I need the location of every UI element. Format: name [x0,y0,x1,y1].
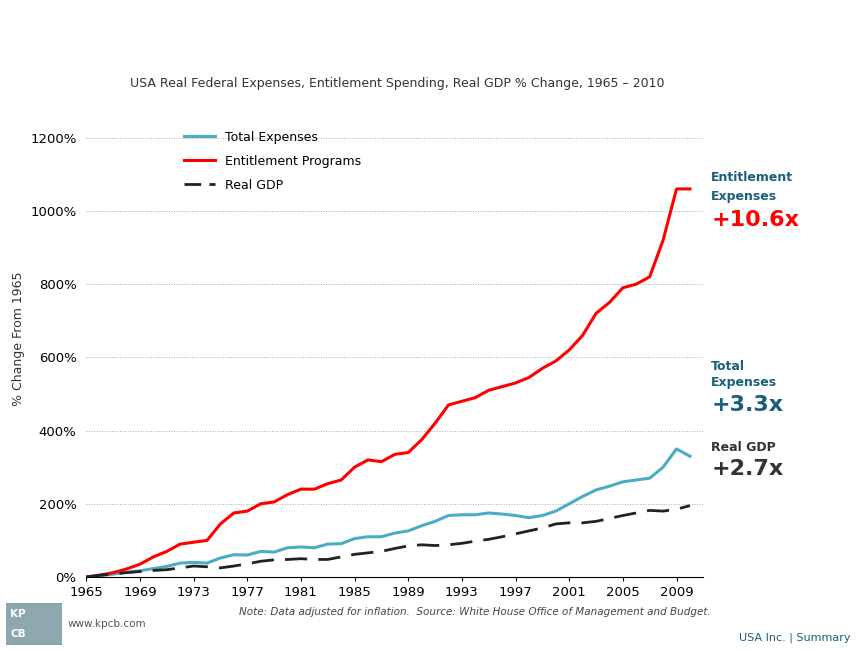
Text: +2.7x: +2.7x [711,459,784,479]
Text: www.kpcb.com: www.kpcb.com [67,619,146,629]
FancyBboxPatch shape [6,603,62,645]
Text: Expenses: Expenses [711,376,778,389]
Text: Entitlement: Entitlement [711,171,793,185]
Text: 11x: 11x [432,16,477,37]
Text: Entitlement Spending Increased: Entitlement Spending Increased [67,16,432,37]
Y-axis label: % Change From 1965: % Change From 1965 [11,272,25,406]
Text: While Real GDP Grew: While Real GDP Grew [187,58,432,78]
Text: CB: CB [10,629,26,639]
Text: 3x: 3x [432,58,461,78]
Text: Total: Total [711,360,746,373]
Text: Real GDP: Real GDP [711,441,776,454]
Text: Expenses: Expenses [711,190,778,203]
Text: +3.3x: +3.3x [711,395,784,415]
Text: USA Inc. | Summary: USA Inc. | Summary [739,633,850,644]
Text: +10.6x: +10.6x [711,210,799,230]
Legend: Total Expenses, Entitlement Programs, Real GDP: Total Expenses, Entitlement Programs, Re… [179,126,366,197]
Text: Over Past 45 Years: Over Past 45 Years [480,58,696,78]
Text: Note: Data adjusted for inflation.  Source: White House Office of Management and: Note: Data adjusted for inflation. Sourc… [239,607,710,617]
Text: KP: KP [10,610,26,619]
Text: USA Real Federal Expenses, Entitlement Spending, Real GDP % Change, 1965 – 2010: USA Real Federal Expenses, Entitlement S… [129,77,665,90]
